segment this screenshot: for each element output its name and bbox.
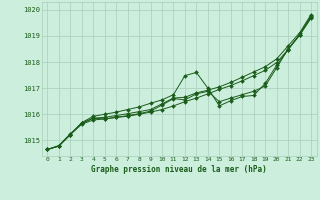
X-axis label: Graphe pression niveau de la mer (hPa): Graphe pression niveau de la mer (hPa): [91, 165, 267, 174]
